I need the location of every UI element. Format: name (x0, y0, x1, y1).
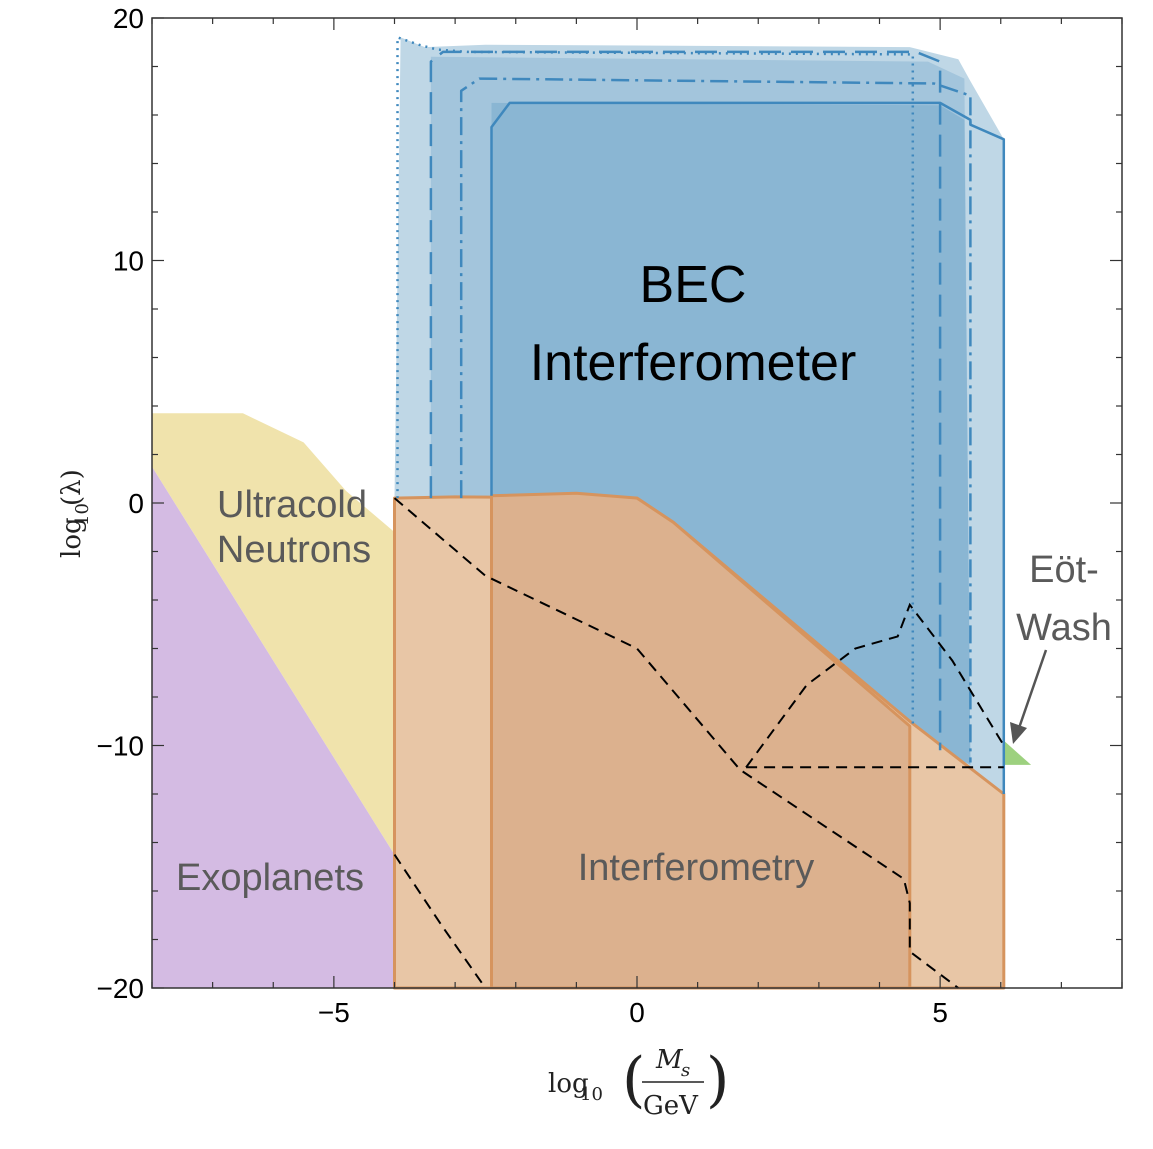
bec-curve-dashdot (459, 77, 972, 763)
label-eotwash-1: Eöt- (1029, 549, 1099, 591)
svg-text:(: ( (622, 1045, 645, 1115)
label-bec-1: BEC (640, 256, 747, 314)
label-interferometry: Interferometry (578, 847, 815, 889)
svg-text:(λ): (λ) (57, 469, 87, 506)
svg-text:s: s (681, 1060, 690, 1081)
svg-text:GeV: GeV (643, 1091, 699, 1121)
y-tick-label: −10 (97, 731, 145, 762)
dashed-bound-1 (393, 497, 959, 989)
dashed-bound-2 (393, 854, 487, 989)
y-tick-label: 20 (113, 3, 144, 34)
region-bec-inner (491, 102, 971, 765)
eotwash-arrow (1010, 649, 1048, 744)
x-tick-label: 0 (629, 997, 645, 1028)
label-ultracold-1: Ultracold (217, 484, 367, 526)
x-tick-label: 5 (932, 997, 948, 1028)
label-eotwash-2: Wash (1016, 607, 1112, 649)
y-tick-label: 10 (113, 246, 144, 277)
region-exoplanets (152, 466, 395, 989)
y-tick-label: −20 (97, 973, 145, 1004)
svg-text:10: 10 (72, 503, 93, 526)
x-tick-label: −5 (318, 997, 350, 1028)
region-ultracold-neutrons (152, 413, 395, 855)
svg-text:log: log (548, 1069, 589, 1099)
label-exoplanets: Exoplanets (176, 857, 364, 899)
y-tick-label: 0 (128, 488, 144, 519)
dashed-bound-3 (745, 602, 1005, 768)
svg-text:log: log (57, 517, 87, 558)
svg-text:): ) (706, 1045, 729, 1115)
label-bec-2: Interferometer (530, 334, 857, 392)
x-axis-title: log 10 ( M s GeV ) (548, 1045, 729, 1121)
svg-text:10: 10 (580, 1084, 603, 1105)
y-axis-title: log 10 (λ) (57, 469, 93, 558)
bec-curve-solid (490, 101, 1006, 794)
svg-text:M: M (655, 1045, 684, 1075)
region-e-t-wash (1003, 740, 1032, 765)
label-ultracold-2: Neutrons (217, 529, 371, 571)
ticks-layer: −5 0 5 20 10 0 −10 −20 (97, 3, 1123, 1028)
regions-layer (152, 37, 1032, 990)
bec-curve-dashed (429, 50, 942, 751)
curves-layer (393, 36, 1006, 989)
